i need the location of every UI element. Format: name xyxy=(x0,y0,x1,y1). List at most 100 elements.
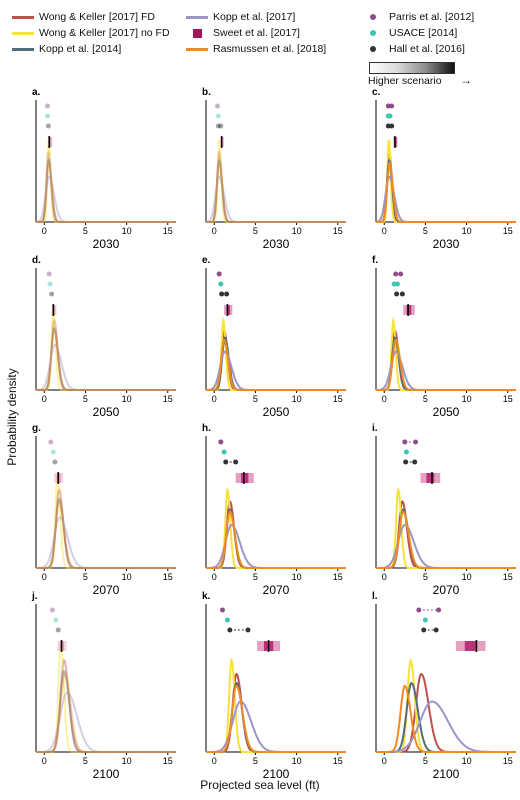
scenario-dot xyxy=(422,617,428,623)
panel-year-label: 2100 xyxy=(263,767,290,781)
x-tick-label: 15 xyxy=(333,394,343,404)
legend-swatch xyxy=(186,48,208,51)
panel-year-label: 2100 xyxy=(433,767,460,781)
scenario-dot xyxy=(47,281,53,287)
legend-label: USACE [2014] xyxy=(389,27,458,39)
scenario-dot xyxy=(393,271,399,277)
sweet-core-bar xyxy=(49,137,52,147)
panel-label: b. xyxy=(202,87,211,98)
density-curve xyxy=(36,669,176,753)
scenario-arrow-icon: → xyxy=(460,73,472,87)
density-curve xyxy=(206,510,346,569)
scenario-label: Higher scenario xyxy=(368,75,442,87)
chart-panel: g. 0 5 10 15 2070 xyxy=(32,423,176,597)
scenario-dot xyxy=(224,617,230,623)
density-curve xyxy=(36,497,176,569)
chart-panel: f. 0 5 10 15 2050 xyxy=(372,255,516,419)
scenario-dot xyxy=(245,627,251,633)
x-tick-label: 0 xyxy=(42,572,47,582)
x-tick-label: 15 xyxy=(333,572,343,582)
x-tick-label: 15 xyxy=(503,572,513,582)
x-tick-label: 10 xyxy=(122,756,132,766)
legend-label: Rasmussen et al. [2018] xyxy=(213,43,327,55)
scenario-dot xyxy=(433,627,439,633)
density-curve xyxy=(376,316,516,391)
x-tick-label: 15 xyxy=(503,394,513,404)
x-tick-label: 10 xyxy=(462,394,472,404)
scenario-dot xyxy=(46,271,52,277)
scenario-dot xyxy=(398,271,404,277)
x-tick-label: 5 xyxy=(83,572,88,582)
panel-year-label: 2050 xyxy=(263,405,290,419)
scenario-dot xyxy=(399,291,405,297)
legend-label: Hall et al. [2016] xyxy=(389,43,465,55)
sweet-core-bar xyxy=(226,305,230,315)
density-curve xyxy=(36,139,176,223)
scenario-dot xyxy=(436,607,442,613)
chart-panel: c. 0 5 10 15 2030 xyxy=(372,87,516,251)
legend-label: Kopp et al. [2017] xyxy=(213,11,296,23)
density-curve xyxy=(206,338,346,391)
density-curve xyxy=(206,161,346,223)
density-curve xyxy=(36,672,176,753)
sweet-core-bar xyxy=(53,305,56,315)
scenario-dot xyxy=(219,607,225,613)
scenario-dot xyxy=(45,113,51,119)
x-tick-label: 0 xyxy=(212,756,217,766)
panel-label: f. xyxy=(372,255,378,266)
legend-dot xyxy=(370,14,376,20)
panel-year-label: 2050 xyxy=(433,405,460,419)
x-tick-label: 10 xyxy=(462,756,472,766)
legend-label: Parris et al. [2012] xyxy=(389,11,475,23)
chart-panel: e. 0 5 10 15 2050 xyxy=(202,255,346,419)
legend-dot xyxy=(370,30,376,36)
legend-label: Sweet et al. [2017] xyxy=(213,27,300,39)
panel-year-label: 2030 xyxy=(433,237,460,251)
x-tick-label: 5 xyxy=(253,756,258,766)
scenario-dot xyxy=(45,103,51,109)
density-curve xyxy=(376,684,516,753)
chart-panel: i. 0 5 10 15 2070 xyxy=(372,423,516,597)
density-curve xyxy=(36,516,176,569)
x-tick-label: 5 xyxy=(423,756,428,766)
x-tick-label: 15 xyxy=(163,394,173,404)
density-curve xyxy=(36,318,176,391)
scenario-dot xyxy=(45,123,51,129)
x-tick-label: 0 xyxy=(42,226,47,236)
x-tick-label: 15 xyxy=(333,226,343,236)
legend-swatch xyxy=(12,32,34,35)
panel-label: g. xyxy=(32,423,41,434)
x-tick-label: 15 xyxy=(163,572,173,582)
x-axis-label: Projected sea level (ft) xyxy=(200,778,320,792)
panel-label: k. xyxy=(202,591,211,602)
scenario-dot xyxy=(421,627,427,633)
density-curve xyxy=(36,658,176,753)
density-curve xyxy=(206,684,346,753)
density-curve xyxy=(36,326,176,391)
x-tick-label: 0 xyxy=(382,226,387,236)
scenario-dot xyxy=(389,103,395,109)
density-curve xyxy=(376,510,516,569)
chart-panel: l. 0 5 10 15 2100 xyxy=(372,591,516,781)
density-curve xyxy=(36,500,176,569)
scenario-gradient-bar xyxy=(369,62,455,74)
x-tick-label: 5 xyxy=(83,756,88,766)
scenario-dot xyxy=(48,439,54,445)
x-tick-label: 10 xyxy=(122,226,132,236)
density-curve xyxy=(36,149,176,223)
x-tick-label: 5 xyxy=(423,226,428,236)
scenario-dot xyxy=(218,281,224,287)
x-tick-label: 10 xyxy=(292,226,302,236)
panel-year-label: 2030 xyxy=(263,237,290,251)
legend-label: Kopp et al. [2014] xyxy=(39,43,122,55)
panel-label: l. xyxy=(372,591,378,602)
density-curve xyxy=(206,175,346,223)
sweet-range-bar xyxy=(48,137,53,147)
legend-label: Wong & Keller [2017] FD xyxy=(39,11,155,23)
x-tick-label: 0 xyxy=(212,226,217,236)
scenario-dot xyxy=(412,459,418,465)
panel-label: d. xyxy=(32,255,41,266)
x-tick-label: 0 xyxy=(42,756,47,766)
x-tick-label: 0 xyxy=(212,572,217,582)
